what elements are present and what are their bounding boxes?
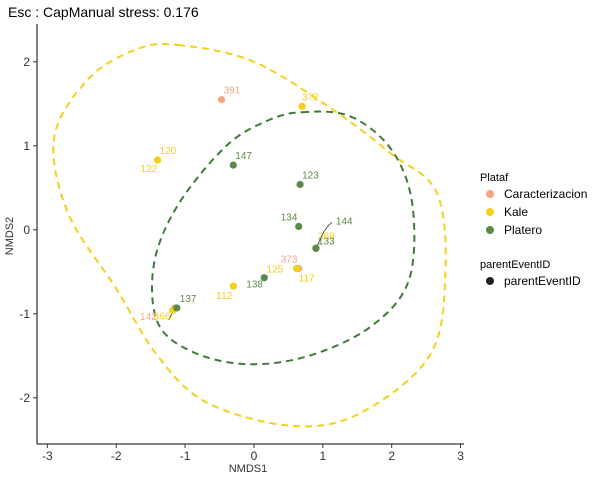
point-147 xyxy=(229,161,237,169)
point-372 xyxy=(298,102,306,110)
legend-label: Caracterizacion xyxy=(504,187,587,201)
point-391 xyxy=(217,96,226,104)
legend-label: parentEventID xyxy=(504,274,581,288)
legend-title: parentEventID xyxy=(480,259,550,271)
point-label: 391 xyxy=(224,86,241,97)
point-label: 133 xyxy=(318,236,335,247)
point-label: 366 xyxy=(154,311,171,322)
point-label: 125 xyxy=(267,264,284,275)
legend-label: Kale xyxy=(504,205,528,219)
legend-label: Platero xyxy=(504,223,542,237)
legend-key xyxy=(486,277,494,285)
chart-title: Esc : CapManual stress: 0.176 xyxy=(8,4,199,20)
x-axis-title: NMDS1 xyxy=(229,463,268,475)
point-133 xyxy=(312,244,320,252)
legend: Plataf Caracterizacion Kale Platero parentEv… xyxy=(480,172,587,288)
ellipse-platero xyxy=(150,110,416,366)
point-label: 117 xyxy=(299,273,315,284)
x-tick-label: -1 xyxy=(180,449,191,463)
point-label: 123 xyxy=(302,170,319,181)
x-tick-label: 3 xyxy=(457,449,464,463)
point-label: 142 xyxy=(140,312,157,323)
x-tick-label: -3 xyxy=(42,449,53,463)
y-axis-title: NMDS2 xyxy=(4,217,16,256)
point-label: 147 xyxy=(235,151,252,162)
y-tick-label: 1 xyxy=(23,139,30,153)
x-tick-label: -2 xyxy=(111,449,122,463)
point-123 xyxy=(296,180,304,189)
point-117 xyxy=(293,264,301,273)
point-label: 112 xyxy=(216,291,232,302)
legend-title: Plataf xyxy=(480,172,509,184)
y-tick-label: -1 xyxy=(19,307,30,321)
point-134 xyxy=(295,222,303,231)
x-tick-label: 0 xyxy=(251,449,258,463)
legend-key xyxy=(486,208,494,216)
ellipse-kale xyxy=(52,42,447,428)
legend-key xyxy=(486,190,494,198)
y-tick-label: 0 xyxy=(23,223,30,237)
point-138 xyxy=(260,274,268,282)
legend-key xyxy=(486,226,494,234)
point-label: 372 xyxy=(302,92,319,103)
x-tick-label: 1 xyxy=(319,449,326,463)
y-tick-label: 2 xyxy=(23,55,30,69)
y-tick-label: -2 xyxy=(19,391,30,405)
point-label: 138 xyxy=(246,280,263,291)
point-112 xyxy=(229,282,237,290)
point-label: 368 xyxy=(318,231,335,242)
point-label: 134 xyxy=(281,212,298,223)
point-label: 137 xyxy=(180,294,197,305)
point-137 xyxy=(173,304,181,312)
point-label: 144 xyxy=(336,216,353,227)
x-tick-label: 2 xyxy=(388,449,395,463)
point-label: 122 xyxy=(141,164,158,175)
point-122 xyxy=(153,156,162,164)
plot-area: -3 -2 -1 0 1 2 3-2-101239137314237212012211212… xyxy=(19,24,464,463)
point-label: 373 xyxy=(281,254,298,265)
point-label: 120 xyxy=(160,146,177,157)
